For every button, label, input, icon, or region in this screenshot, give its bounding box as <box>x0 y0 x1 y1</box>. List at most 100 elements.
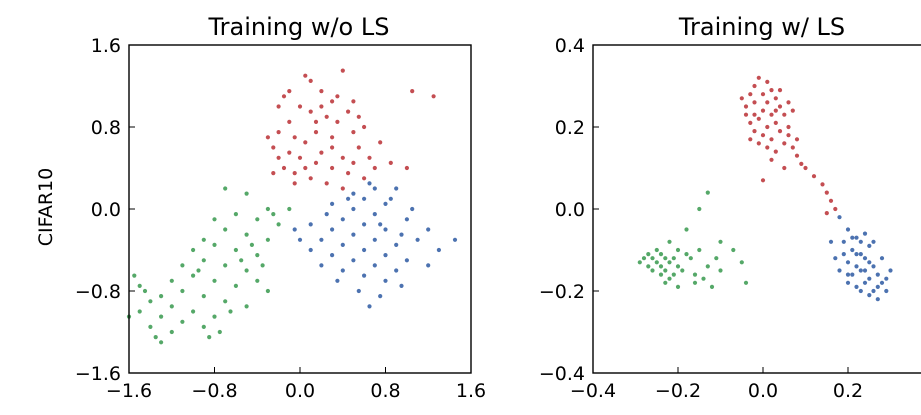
scatter-point <box>858 268 863 273</box>
scatter-point <box>731 247 736 253</box>
scatter-point <box>811 174 817 179</box>
scatter-point <box>271 145 276 150</box>
scatter-point <box>436 247 441 253</box>
scatter-point <box>756 141 761 146</box>
scatter-point <box>244 232 249 237</box>
scatter-point <box>378 222 383 227</box>
scatter-point <box>319 237 324 242</box>
scatter-point <box>292 171 297 176</box>
scatter-point <box>875 272 880 277</box>
x-tick-label: 1.6 <box>456 380 486 402</box>
scatter-point <box>646 252 651 257</box>
scatter-point <box>765 124 770 130</box>
scatter-point <box>777 88 783 93</box>
scatter-point <box>367 181 372 186</box>
scatter-point <box>658 272 664 277</box>
scatter-point <box>223 227 228 232</box>
scatter-point <box>684 252 689 257</box>
scatter-point <box>287 119 292 124</box>
scatter-point <box>671 256 676 261</box>
scatter-point <box>362 196 367 201</box>
scatter-point <box>739 260 744 265</box>
scatter-point <box>196 268 201 273</box>
scatter-point <box>308 222 313 227</box>
scatter-point <box>330 135 335 140</box>
scatter-point <box>346 109 351 114</box>
scatter-point <box>303 140 308 145</box>
scatter-point <box>287 89 292 94</box>
scatter-point <box>212 242 217 247</box>
scatter-point <box>837 268 842 273</box>
scatter-point <box>782 165 787 171</box>
y-tick-label: 0.0 <box>555 199 585 221</box>
scatter-point <box>718 268 723 273</box>
scatter-point <box>346 171 351 176</box>
scatter-point <box>212 217 217 222</box>
scatter-point <box>351 130 356 135</box>
scatter-point <box>201 294 206 299</box>
scatter-point <box>340 242 345 247</box>
scatter-point <box>790 145 795 150</box>
plot-frame <box>128 44 472 374</box>
scatter-point <box>794 137 800 142</box>
scatter-point <box>765 100 770 105</box>
scatter-point <box>854 235 859 240</box>
scatter-point <box>786 133 791 138</box>
scatter-point <box>351 232 356 237</box>
scatter-point <box>773 96 778 101</box>
scatter-point <box>308 78 313 83</box>
scatter-point <box>271 171 276 176</box>
scatter-point <box>426 263 431 268</box>
scatter-point <box>888 268 893 273</box>
scatter-point <box>276 155 281 160</box>
scatter-point <box>680 268 685 273</box>
scatter-point <box>340 217 345 222</box>
scatter-point <box>415 237 420 242</box>
scatter-point <box>142 288 148 294</box>
scatter-point <box>858 239 863 244</box>
scatter-point <box>324 181 329 186</box>
tick-labels: −1.6 −0.8 0.0 0.8 1.6 −1.6 −0.8 0.0 0.8 1.6 <box>75 35 486 402</box>
scatter-point <box>330 227 335 232</box>
scatter-point <box>260 263 265 268</box>
scatter-point <box>394 186 399 191</box>
scatter-point <box>271 212 276 217</box>
scatter-point <box>404 258 409 263</box>
scatter-point <box>769 137 774 142</box>
scatter-point <box>884 288 889 294</box>
y-tick-label: 0.8 <box>91 117 121 139</box>
y-tick-label: −0.4 <box>539 363 585 385</box>
scatter-point <box>335 278 340 283</box>
scatter-point <box>675 284 681 289</box>
scatter-point <box>773 149 778 154</box>
scatter-point <box>841 252 846 257</box>
scatter-point <box>748 120 753 125</box>
scatter-point <box>714 256 719 261</box>
scatter-point <box>671 272 676 277</box>
scatter-point <box>654 260 659 265</box>
scatter-point <box>646 264 651 269</box>
scatter-point <box>372 263 377 268</box>
x-tick-label: 0.0 <box>285 380 315 402</box>
scatter-point <box>244 304 249 309</box>
scatter-point <box>879 256 885 261</box>
tick-labels: −0.4−0.20.00.20−0.4−0.20.00.20.4 <box>539 35 863 402</box>
scatter-point <box>760 108 766 113</box>
scatter-point <box>650 268 655 273</box>
scatter-point <box>697 206 702 212</box>
scatter-point <box>367 304 372 309</box>
scatter-point <box>265 237 270 242</box>
scatter-point <box>212 278 217 283</box>
scatter-point <box>201 324 206 329</box>
scatter-point <box>362 124 367 130</box>
x-tick-label: 0.0 <box>748 380 778 402</box>
scatter-point <box>372 237 377 242</box>
y-tick-label: −1.6 <box>75 363 121 385</box>
scatter-point <box>255 217 260 222</box>
scatter-point <box>820 182 825 187</box>
scatter-point <box>217 329 222 335</box>
scatter-point <box>871 288 876 294</box>
scatter-point <box>159 340 164 345</box>
scatter-point <box>705 190 710 195</box>
